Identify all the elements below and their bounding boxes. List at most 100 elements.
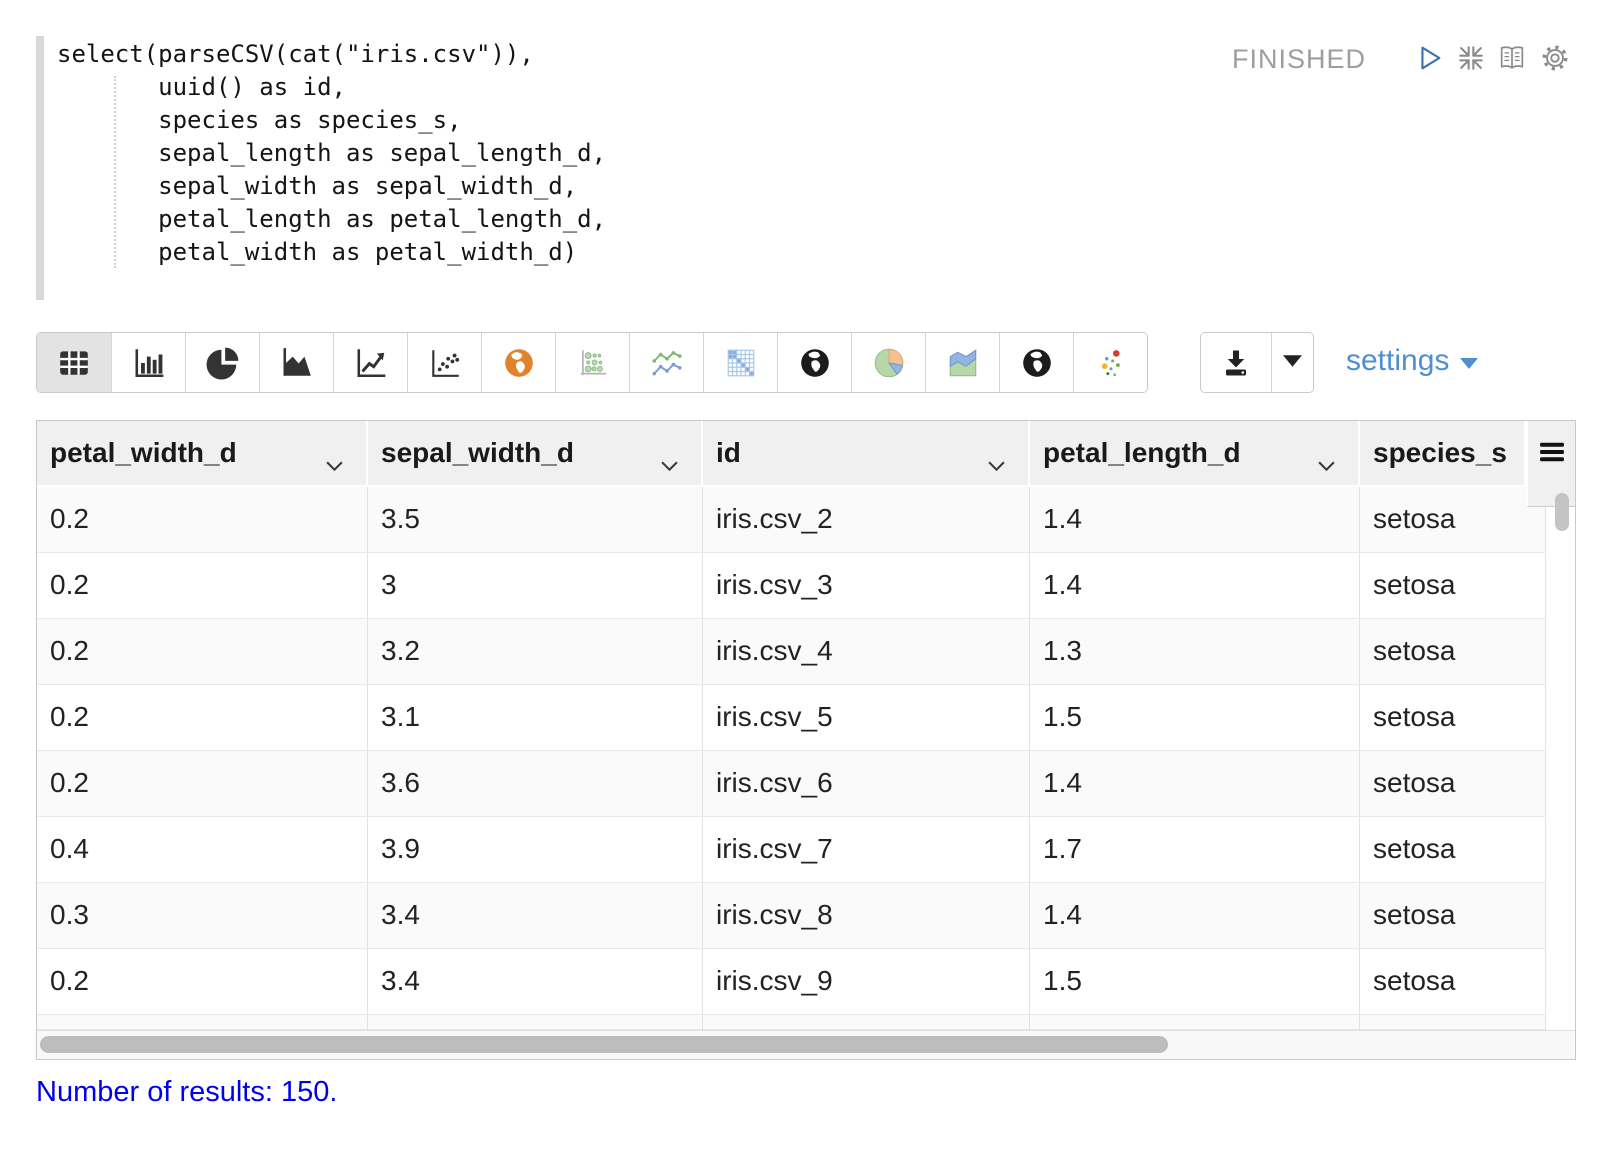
table-cell: iris.csv_3 [703,553,1030,618]
table-row[interactable]: 0.2 3.6 iris.csv_6 1.4 setosa [37,751,1546,817]
download-dropdown-button[interactable] [1271,333,1313,392]
table-cell: setosa [1360,817,1546,882]
table-cell: 1.5 [1030,685,1360,750]
pie-color-icon [872,346,906,380]
scatter-icon [428,346,462,380]
chart-button-area-chart[interactable] [259,333,333,392]
chart-button-line-chart[interactable] [333,333,407,392]
table-cell: 3 [368,553,703,618]
chart-button-map-orange[interactable] [481,333,555,392]
column-header-sepal_width_d[interactable]: sepal_width_d [368,421,703,485]
column-header-petal_length_d[interactable]: petal_length_d [1030,421,1360,485]
collapse-icon[interactable] [1456,43,1486,73]
table-icon [57,346,91,380]
column-header-id[interactable]: id [703,421,1030,485]
table-cell: iris.csv_2 [703,487,1030,552]
vertical-scrollbar-thumb[interactable] [1555,493,1569,531]
horizontal-scrollbar-track[interactable] [37,1030,1575,1059]
chevron-down-icon[interactable] [325,447,344,479]
column-header-label: species_s [1373,437,1507,468]
chart-button-globe-map-1[interactable] [777,333,851,392]
table-cell: 3.1 [368,685,703,750]
table-cell: iris.csv_9 [703,949,1030,1014]
chart-button-multi-line-chart[interactable] [629,333,703,392]
table-cell-partial [703,1015,1030,1030]
table-cell: setosa [1360,619,1546,684]
table-header-row: petal_width_d sepal_width_d id petal_length… [37,421,1575,485]
table-cell: 3.2 [368,619,703,684]
table-cell: setosa [1360,883,1546,948]
chart-button-pie-color-chart[interactable] [851,333,925,392]
table-cell-partial [368,1015,703,1030]
table-cell: iris.csv_5 [703,685,1030,750]
chart-button-matrix-chart[interactable] [703,333,777,392]
code-editor[interactable]: select(parseCSV(cat("iris.csv")), uuid()… [36,34,1186,304]
table-cell: iris.csv_4 [703,619,1030,684]
table-cell: 1.4 [1030,487,1360,552]
run-play-icon[interactable] [1414,43,1444,73]
chart-button-scatter-chart[interactable] [407,333,481,392]
chevron-down-icon[interactable] [660,447,679,479]
table-menu-button[interactable] [1526,421,1575,507]
area-chart-icon [280,346,314,380]
table-cell: setosa [1360,685,1546,750]
download-button[interactable] [1201,333,1271,392]
settings-label: settings [1346,344,1450,377]
table-row[interactable]: 0.2 3.5 iris.csv_2 1.4 setosa [37,487,1546,553]
globe-black-icon [798,346,832,380]
table-row[interactable]: 0.2 3.4 iris.csv_9 1.5 setosa [37,949,1546,1015]
table-cell: 0.2 [37,949,368,1014]
table-cell: setosa [1360,553,1546,618]
code-text[interactable]: select(parseCSV(cat("iris.csv")), uuid()… [57,40,607,266]
settings-toggle[interactable]: settings [1346,344,1479,378]
hamburger-icon [1539,441,1565,468]
multi-line-icon [650,346,684,380]
table-cell: 0.2 [37,751,368,816]
globe-black-icon [1020,346,1054,380]
table-cell: 3.6 [368,751,703,816]
column-header-label: id [716,437,741,468]
table-cell: iris.csv_6 [703,751,1030,816]
chart-type-toolbar [36,332,1148,393]
download-icon [1220,347,1252,379]
download-split-button [1200,332,1314,393]
bar-chart-icon [132,346,166,380]
table-row[interactable]: 0.4 3.9 iris.csv_7 1.7 setosa [37,817,1546,883]
table-cell: setosa [1360,751,1546,816]
table-cell: 1.3 [1030,619,1360,684]
bubble-green-icon [576,346,610,380]
chart-button-globe-map-2[interactable] [999,333,1073,392]
stacked-area-icon [946,346,980,380]
table-row[interactable]: 0.3 3.4 iris.csv_8 1.4 setosa [37,883,1546,949]
chevron-down-icon[interactable] [987,447,1006,479]
chart-button-bar-chart[interactable] [111,333,185,392]
pie-chart-icon [206,346,240,380]
table-cell: 3.9 [368,817,703,882]
table-cell: 0.3 [37,883,368,948]
chevron-down-icon[interactable] [1317,447,1336,479]
table-cell: 3.5 [368,487,703,552]
book-icon[interactable] [1497,43,1527,73]
globe-orange-icon [502,346,536,380]
editor-gutter [36,36,44,300]
column-header-petal_width_d[interactable]: petal_width_d [37,421,368,485]
status-label: FINISHED [1232,44,1367,74]
chart-button-table[interactable] [37,333,111,392]
table-row[interactable]: 0.2 3.2 iris.csv_4 1.3 setosa [37,619,1546,685]
table-cell: 1.5 [1030,949,1360,1014]
table-cell-partial [1360,1015,1546,1030]
table-row[interactable]: 0.2 3.1 iris.csv_5 1.5 setosa [37,685,1546,751]
chart-button-scatter-color[interactable] [1073,333,1147,392]
chart-button-stacked-area[interactable] [925,333,999,392]
column-header-label: petal_length_d [1043,437,1241,468]
chart-button-bubble-chart[interactable] [555,333,629,392]
table-cell: iris.csv_7 [703,817,1030,882]
chart-button-pie-chart[interactable] [185,333,259,392]
table-row[interactable]: 0.2 3 iris.csv_3 1.4 setosa [37,553,1546,619]
table-cell: 1.4 [1030,883,1360,948]
table-cell: 0.2 [37,487,368,552]
table-cell: 0.2 [37,553,368,618]
gear-icon[interactable] [1540,43,1570,73]
horizontal-scrollbar-thumb[interactable] [40,1036,1168,1053]
column-header-species_s[interactable]: species_s [1360,421,1526,485]
